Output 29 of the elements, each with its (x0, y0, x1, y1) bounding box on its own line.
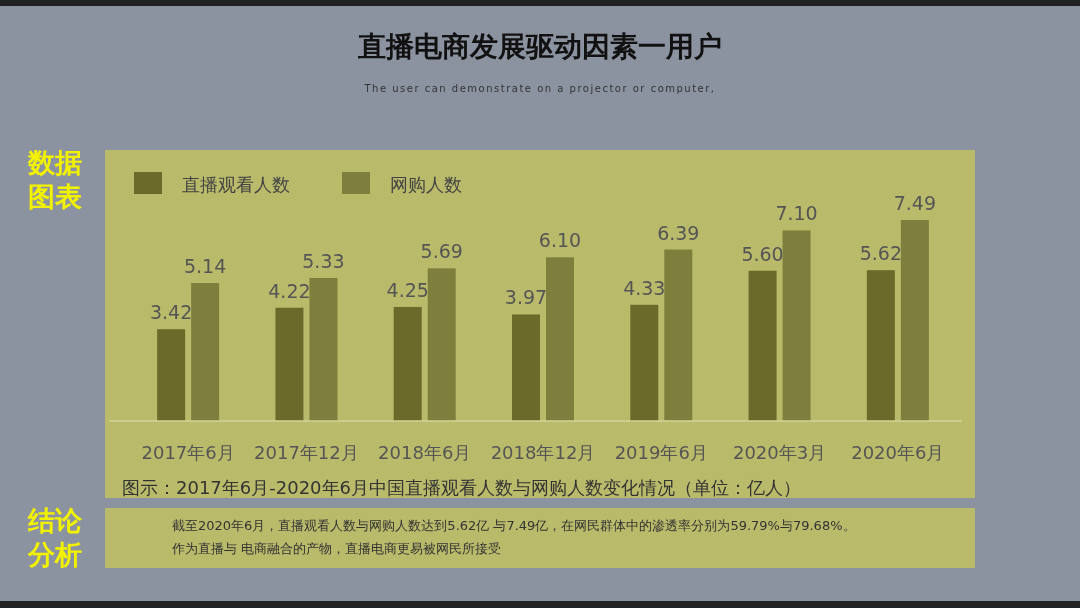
x-tick-label: 2017年6月 (141, 442, 235, 463)
legend-label: 网购人数 (390, 174, 462, 195)
x-tick-label: 2020年3月 (732, 442, 827, 463)
data-label: 3.42 (149, 301, 193, 324)
x-tick-label: 2018年12月 (490, 442, 596, 463)
x-tick-label: 2020年6月 (851, 442, 945, 463)
chart-subtitle: The user can demonstrate on a projector or computer, (363, 83, 717, 94)
data-label: 5.14 (183, 255, 227, 278)
text: 数据图表 (28, 146, 83, 214)
data-label: 4.33 (623, 276, 666, 299)
data-label: 6.10 (538, 229, 582, 252)
chart-title: 直播电商发展驱动因素一用户 (357, 29, 723, 65)
data-label: 4.25 (386, 278, 429, 301)
text: 图示：2017年6月-2020年6月中国直播观看人数与网购人数变化情况（单位：亿人） (122, 476, 803, 500)
x-tick-label: 2019年6月 (614, 442, 708, 463)
data-label: 4.22 (268, 279, 311, 302)
data-label: 5.62 (859, 242, 903, 265)
x-tick-label: 2017年12月 (254, 442, 359, 463)
data-label: 5.69 (420, 240, 463, 263)
data-label: 7.10 (775, 202, 818, 225)
x-tick-label: 2018年6月 (378, 442, 472, 463)
data-label: 6.39 (657, 221, 700, 244)
text: 结论分析 (28, 504, 83, 572)
text: 截至2020年6月，直播观看人数与网购人数达到5.62亿 与7.49亿，在网民群体中的渗透率分别为59.79%与79.68%。作为直播与 电商融合的产物，直播电商更易被网民所接受 (172, 517, 857, 558)
legend-label: 直播观看人数 (182, 174, 290, 195)
data-label: 5.60 (741, 242, 784, 265)
data-label: 7.49 (893, 192, 937, 214)
data-label: 3.97 (504, 286, 548, 309)
data-label: 5.33 (302, 249, 345, 272)
